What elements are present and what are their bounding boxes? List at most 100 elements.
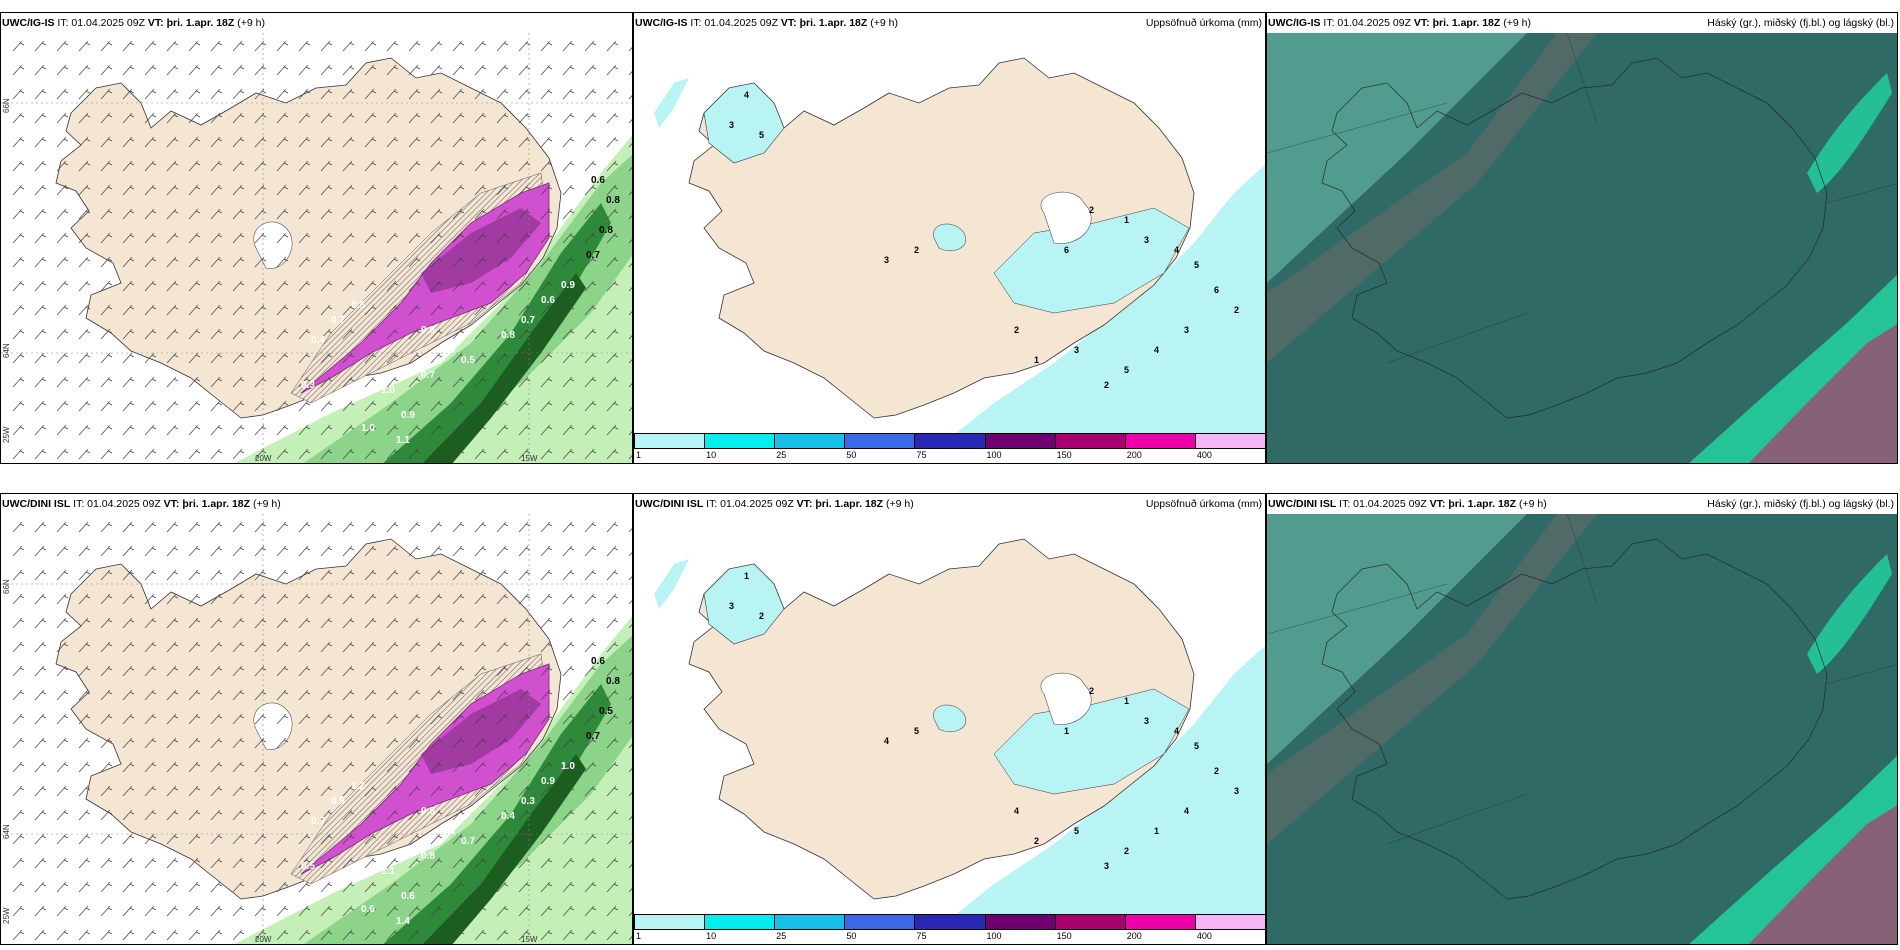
wind-barb	[122, 929, 135, 941]
wind-barb	[100, 785, 113, 797]
wind-barb	[276, 929, 289, 941]
wind-barb	[628, 239, 632, 244]
wind-barb	[166, 905, 179, 917]
wind-barb	[496, 376, 509, 388]
precip-value-label: 2	[1089, 686, 1094, 696]
wind-barb	[584, 40, 597, 52]
wind-barb	[100, 665, 113, 677]
wind-barb	[210, 208, 223, 220]
wind-barb	[276, 881, 289, 893]
wind-barb	[100, 905, 113, 917]
wind-barb	[342, 376, 355, 388]
wind-barb	[518, 929, 531, 941]
wind-barb	[364, 232, 377, 244]
wind-barb	[298, 112, 311, 124]
wind-barb	[518, 905, 531, 917]
colorbar-swatch	[774, 433, 846, 449]
wind-barb	[232, 88, 245, 100]
wind-barb	[188, 136, 201, 148]
wind-barb	[122, 304, 135, 316]
wind-barb	[166, 400, 179, 412]
wind-barb	[210, 40, 223, 52]
wind-barb	[122, 713, 135, 725]
wind-barb	[386, 737, 399, 749]
latitude-label: 66N	[2, 98, 11, 113]
wind-barb	[276, 617, 289, 629]
wind-value-label: 0.6	[421, 325, 435, 336]
wind-value-label: 0.7	[461, 836, 475, 847]
wind-barb	[210, 304, 223, 316]
wind-barb	[364, 881, 377, 893]
lead-time: (+9 h)	[252, 498, 281, 510]
wind-barb	[584, 88, 597, 100]
wind-barb	[254, 112, 267, 124]
wind-barb	[232, 617, 245, 629]
wind-barb	[254, 136, 267, 148]
wind-barb	[430, 545, 443, 557]
wind-value-label: 0.8	[351, 300, 365, 311]
wind-barb	[12, 232, 25, 244]
wind-barb	[628, 720, 632, 725]
wind-barb	[606, 64, 619, 76]
wind-barb	[298, 545, 311, 557]
wind-barb	[100, 424, 113, 436]
wind-barb	[254, 232, 267, 244]
wind-barb	[562, 280, 575, 292]
wind-barb	[540, 208, 553, 220]
wind-barb	[364, 905, 377, 917]
wind-barb	[12, 400, 25, 412]
wind-barb	[122, 112, 135, 124]
wind-barb	[540, 376, 553, 388]
wind-barb	[540, 785, 553, 797]
wind-barb	[408, 160, 421, 172]
wind-barb	[166, 376, 179, 388]
valid-time: VT: þri. 1.apr. 18Z	[1429, 498, 1517, 510]
wind-barb	[342, 208, 355, 220]
wind-barb	[144, 328, 157, 340]
wind-barb	[78, 112, 91, 124]
wind-barb	[320, 184, 333, 196]
wind-barb	[144, 665, 157, 677]
precip-value-label: 3	[884, 255, 889, 265]
wind-barb	[188, 593, 201, 605]
wind-barb	[122, 64, 135, 76]
wind-barb	[364, 665, 377, 677]
wind-barb	[606, 593, 619, 605]
wind-barb	[298, 280, 311, 292]
precip-value-label: 5	[1074, 826, 1079, 836]
wind-barb	[210, 88, 223, 100]
wind-barb	[342, 713, 355, 725]
wind-barb	[430, 929, 443, 941]
wind-barb	[364, 424, 377, 436]
wind-barb	[430, 809, 443, 821]
wind-barb	[584, 569, 597, 581]
wind-barb	[78, 905, 91, 917]
wind-value-label: 0.6	[401, 891, 415, 902]
wind-barb	[628, 167, 632, 172]
wind-barb	[34, 424, 47, 436]
wind-barb	[166, 280, 179, 292]
wind-barb	[144, 400, 157, 412]
wind-barb	[584, 809, 597, 821]
model-label: UWC/DINI ISL	[635, 498, 704, 510]
wind-barb	[12, 665, 25, 677]
wind-barb	[12, 256, 25, 268]
wind-barb	[78, 280, 91, 292]
wind-barb	[232, 208, 245, 220]
wind-barb	[320, 88, 333, 100]
wind-barb	[100, 857, 113, 869]
wind-barb	[408, 809, 421, 821]
wind-barb	[342, 929, 355, 941]
wind-barb	[276, 857, 289, 869]
wind-barb	[606, 376, 619, 388]
wind-barb	[276, 304, 289, 316]
wind-barb	[34, 569, 47, 581]
wind-value-label: 0.5	[301, 861, 315, 872]
wind-barb	[12, 713, 25, 725]
wind-barb	[628, 143, 632, 148]
wind-barb	[518, 280, 531, 292]
precip-band-dark	[383, 203, 611, 463]
precip-value-label: 1	[744, 571, 749, 581]
wind-barb	[144, 833, 157, 845]
wind-barb	[408, 545, 421, 557]
